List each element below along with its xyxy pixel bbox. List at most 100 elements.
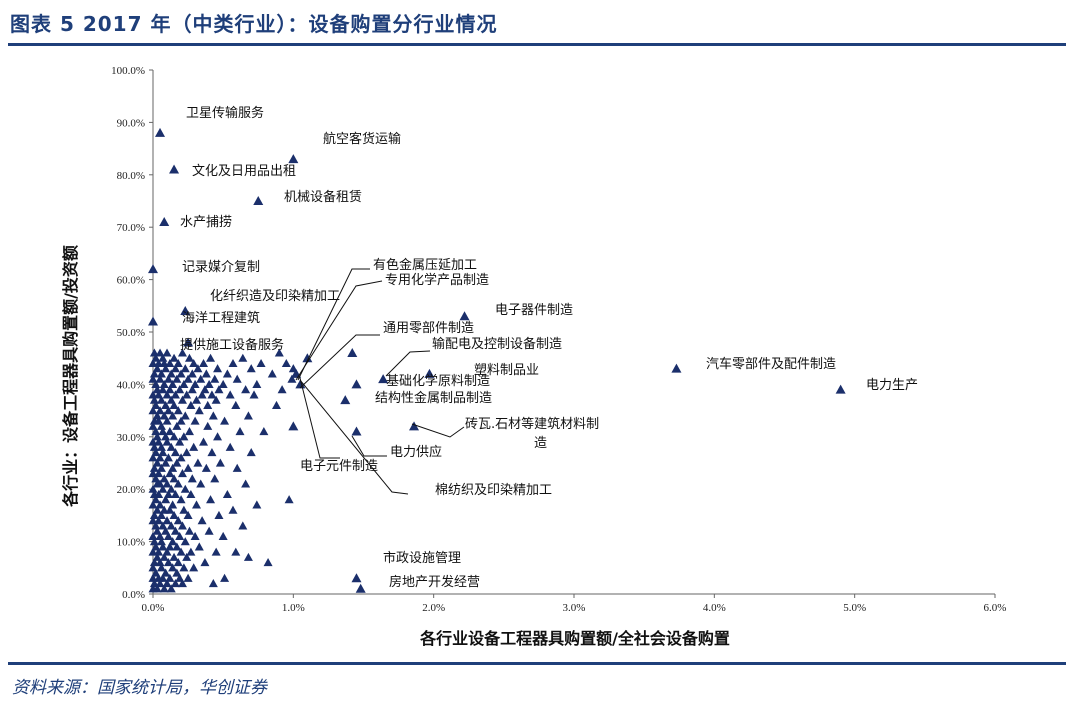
data-point	[149, 510, 159, 519]
annotation-label: 结构性金属制品制造	[375, 390, 492, 406]
data-point	[192, 395, 202, 404]
y-tick-label: 40.0%	[117, 379, 145, 391]
data-point	[228, 505, 238, 514]
data-point	[152, 552, 162, 561]
data-point	[177, 579, 187, 588]
data-point	[173, 558, 183, 567]
annotation-label: 造	[534, 436, 547, 451]
data-point	[170, 526, 180, 535]
data-point	[156, 563, 166, 572]
annotation-label: 电子元件制造	[300, 459, 378, 474]
data-point	[175, 385, 185, 394]
y-tick-label: 20.0%	[117, 484, 145, 496]
data-point	[156, 369, 166, 378]
x-tick-label: 6.0%	[984, 602, 1007, 614]
data-point	[179, 432, 189, 441]
data-point	[158, 542, 168, 551]
data-point	[190, 416, 200, 425]
data-point	[199, 358, 209, 368]
data-point-labeled	[155, 127, 166, 137]
data-point	[194, 542, 204, 551]
data-point	[232, 374, 242, 383]
data-point	[184, 427, 194, 436]
data-point	[166, 584, 176, 593]
data-point	[182, 448, 192, 457]
data-point	[169, 552, 179, 561]
data-point-labeled	[424, 368, 435, 378]
data-point-labeled	[148, 316, 158, 326]
data-point	[241, 479, 251, 488]
data-point	[169, 400, 179, 409]
data-point	[155, 579, 165, 588]
data-point	[148, 563, 158, 572]
data-point	[187, 474, 197, 483]
data-point	[203, 421, 213, 430]
annotation-label: 电力供应	[390, 444, 442, 460]
data-point	[154, 547, 164, 556]
data-point	[149, 369, 159, 378]
data-point	[165, 385, 175, 394]
annotation-label: 砖瓦.石材等建筑材料制	[465, 416, 599, 432]
header-rule	[8, 43, 1066, 46]
data-point	[180, 484, 190, 493]
data-point	[159, 552, 169, 561]
data-point	[148, 484, 158, 493]
x-tick-label: 1.0%	[282, 602, 305, 614]
data-point	[207, 390, 217, 399]
data-point	[158, 427, 168, 436]
data-point-labeled	[180, 306, 191, 316]
data-point	[271, 400, 281, 409]
data-point	[158, 353, 168, 362]
data-point	[196, 479, 206, 488]
data-point	[172, 568, 182, 577]
data-point	[149, 463, 159, 472]
data-point	[155, 406, 165, 415]
data-point	[228, 358, 238, 368]
data-point	[151, 379, 161, 388]
data-point-labeled	[148, 264, 158, 274]
data-point-labeled	[351, 426, 362, 436]
data-point	[168, 500, 178, 509]
data-point	[214, 510, 224, 519]
y-tick-label: 10.0%	[117, 537, 145, 549]
data-point	[176, 453, 186, 462]
data-point	[155, 479, 165, 488]
data-point	[170, 579, 180, 588]
annotation-label: 文化及日用品出租	[192, 164, 296, 179]
data-point-labeled	[295, 379, 306, 389]
data-point	[263, 558, 273, 567]
leader-line	[295, 280, 383, 381]
data-point	[161, 432, 171, 441]
data-point	[151, 568, 161, 577]
data-point	[155, 348, 165, 357]
data-point	[200, 385, 210, 394]
data-point	[163, 453, 173, 462]
data-point	[252, 379, 262, 388]
data-point	[176, 416, 186, 425]
data-point	[249, 390, 259, 399]
data-point	[169, 432, 179, 441]
annotation-label: 通用零部件制造	[383, 321, 474, 336]
data-point	[208, 579, 218, 588]
data-point	[172, 458, 182, 467]
data-point	[152, 505, 162, 514]
data-point	[165, 573, 175, 582]
data-point	[210, 474, 220, 483]
annotation-label: 电力生产	[866, 378, 918, 393]
data-point	[177, 521, 187, 530]
data-point	[161, 526, 171, 535]
leader-line	[297, 268, 370, 381]
data-point	[166, 395, 176, 404]
data-point	[152, 584, 162, 593]
annotation-label: 记录媒介复制	[182, 260, 260, 275]
data-point	[168, 463, 178, 472]
data-point	[201, 369, 211, 378]
leader-line	[385, 350, 431, 377]
data-point	[161, 568, 171, 577]
data-point	[232, 463, 242, 472]
data-point	[187, 369, 197, 378]
annotation-label: 海洋工程建筑	[182, 310, 260, 326]
data-point	[158, 521, 168, 530]
data-point	[199, 437, 209, 446]
data-point	[175, 573, 185, 582]
